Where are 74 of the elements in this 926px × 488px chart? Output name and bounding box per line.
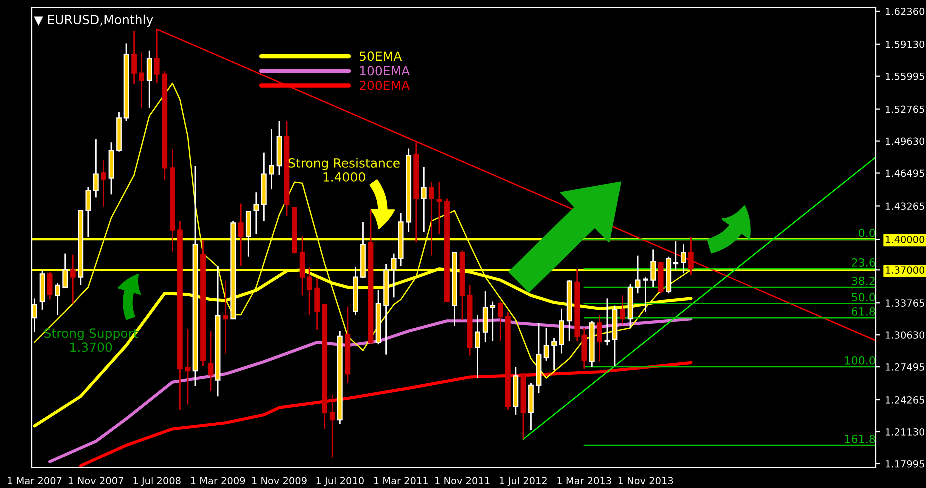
candlestick — [254, 192, 260, 236]
annotation: 161.8 — [845, 435, 876, 444]
candlestick — [620, 294, 626, 325]
candlestick — [688, 236, 694, 276]
x-tick-label: 1 Nov 2009 — [252, 477, 307, 485]
candlestick — [498, 301, 504, 342]
y-tick-label: 1.21130 — [886, 428, 925, 436]
x-tick-label: 1 Jul 2012 — [500, 477, 547, 486]
y-tick-label: 1.59130 — [886, 40, 925, 48]
x-tick-label: 1 Jul 2008 — [134, 477, 181, 486]
candlestick — [146, 50, 152, 109]
candlestick — [421, 166, 427, 234]
y-tick-label: 1.24265 — [886, 396, 924, 404]
candlestick — [635, 255, 641, 294]
y-tick-label: 1.49630 — [886, 138, 925, 146]
candlestick — [314, 278, 320, 331]
annotation: 50.0 — [852, 293, 876, 302]
x-tick-label: 1 Mar 2007 — [8, 477, 62, 485]
candlestick — [62, 253, 68, 288]
x-tick-label: 1 Mar 2013 — [558, 477, 612, 485]
candlestick — [269, 128, 274, 190]
candlestick — [94, 138, 99, 198]
candlestick — [47, 271, 53, 300]
candlestick — [650, 249, 656, 288]
y-tick-label: 1.55995 — [886, 72, 924, 80]
annotation: 23.6 — [852, 258, 876, 267]
x-tick-label: 1 Jul 2010 — [316, 477, 364, 486]
candlestick — [680, 244, 686, 274]
text: 50EMA — [360, 52, 402, 62]
candlestick — [330, 394, 336, 458]
y-tick-label: 1.27495 — [886, 364, 924, 371]
y-tick-label: 1.17995 — [886, 460, 924, 468]
candlestick — [132, 30, 137, 86]
candlestick — [86, 186, 92, 238]
y-tick-label: 1.37000 — [886, 266, 925, 274]
candlestick — [139, 52, 145, 109]
candlestick — [604, 298, 610, 346]
y-tick-label: 1.62360 — [886, 8, 925, 16]
x-tick-label: 1 Nov 2011 — [436, 477, 490, 485]
candlestick — [559, 308, 565, 354]
candlestick — [55, 282, 61, 316]
candlestick — [306, 266, 312, 316]
text: 200EMA — [360, 80, 410, 90]
candlestick — [436, 182, 442, 236]
x-tick-label: 1 Mar 2011 — [374, 477, 428, 485]
candlestick — [185, 328, 191, 406]
candlestick — [544, 328, 550, 362]
candlestick — [429, 182, 434, 257]
candlestick — [643, 276, 649, 313]
x-tick-label: 1 Nov 2007 — [69, 477, 124, 485]
candlestick — [70, 254, 76, 304]
y-tick-label: 1.46495 — [886, 170, 924, 178]
candlestick — [154, 28, 160, 84]
text: EURUSD,Monthly — [48, 14, 154, 27]
y-tick-label: 1.52765 — [886, 106, 924, 114]
candlestick — [238, 203, 244, 267]
candlestick — [223, 280, 229, 354]
y-tick-label: 1.40000 — [886, 236, 925, 244]
annotation: 0.0 — [859, 228, 876, 238]
annotation: 38.2 — [852, 276, 875, 286]
annotation: 61.8 — [852, 308, 876, 316]
candlestick — [101, 159, 106, 208]
candlestick — [596, 314, 602, 363]
x-tick-label: 1 Mar 2009 — [191, 477, 246, 485]
y-tick-label: 1.30630 — [886, 332, 925, 339]
line-series — [79, 361, 693, 468]
candlestick — [475, 314, 481, 379]
y-tick-label: 1.33765 — [886, 300, 924, 307]
text: 100EMA — [360, 66, 410, 76]
candlestick — [552, 338, 557, 371]
x-tick-label: 1 Nov 2013 — [618, 477, 674, 485]
y-tick-label: 1.43265 — [886, 202, 924, 210]
candlestick — [208, 330, 214, 392]
annotation: 100.0 — [845, 356, 876, 365]
